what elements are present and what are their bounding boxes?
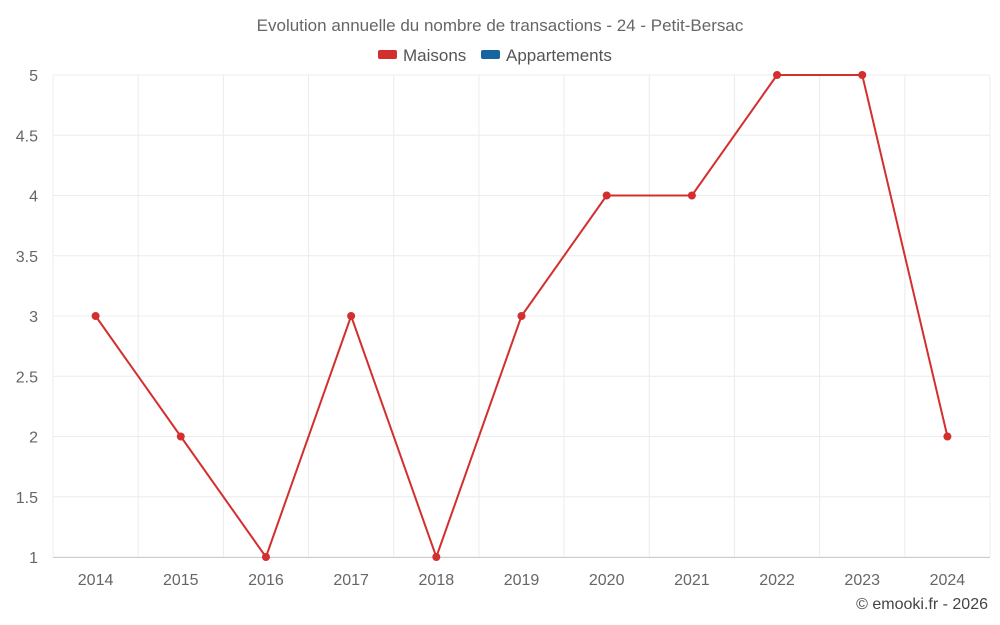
data-point: [517, 312, 526, 320]
y-tick-label: 1.5: [16, 490, 38, 507]
y-tick-label: 2: [29, 430, 38, 447]
y-tick-label: 4.5: [16, 128, 38, 145]
y-tick-label: 4: [29, 189, 38, 206]
x-axis: 2014 2015 2016 2017 2018 2019 2020 2021 2022 2023…: [53, 557, 990, 589]
y-tick-label: 3.5: [16, 249, 38, 266]
data-point: [858, 71, 867, 79]
x-tick-label: 2018: [419, 572, 455, 589]
legend-item-appartements[interactable]: Appartements: [481, 46, 612, 65]
data-point: [91, 312, 100, 320]
x-tick-label: 2014: [78, 572, 114, 589]
legend-swatch-appartements: [481, 50, 500, 59]
x-tick-label: 2020: [589, 572, 625, 589]
y-tick-label: 5: [29, 68, 38, 85]
legend-swatch-maisons: [378, 50, 397, 59]
x-tick-label: 2017: [333, 572, 369, 589]
data-point: [602, 191, 611, 200]
y-tick-label: 1: [29, 550, 38, 567]
data-point: [773, 71, 782, 79]
legend: Maisons Appartements: [378, 46, 612, 65]
x-tick-label: 2019: [504, 572, 540, 589]
data-point: [943, 432, 952, 441]
legend-label-appartements: Appartements: [506, 46, 612, 65]
x-tick-label: 2021: [674, 572, 710, 589]
x-tick-label: 2016: [248, 572, 284, 589]
x-tick-label: 2023: [844, 572, 880, 589]
data-point: [176, 432, 185, 441]
series-maisons: [91, 71, 952, 561]
legend-label-maisons: Maisons: [403, 46, 466, 65]
y-tick-label: 3: [29, 309, 38, 326]
x-tick-label: 2022: [759, 572, 795, 589]
x-tick-label: 2024: [930, 572, 966, 589]
legend-item-maisons[interactable]: Maisons: [378, 46, 466, 65]
data-point: [347, 312, 356, 320]
y-axis: 1 1.5 2 2.5 3 3.5 4 4.5 5: [16, 68, 38, 567]
y-tick-label: 2.5: [16, 369, 38, 386]
data-point: [687, 191, 696, 200]
chart-title: Evolution annuelle du nombre de transact…: [257, 16, 744, 35]
data-point: [432, 553, 441, 561]
credit-text: © emooki.fr - 2026: [856, 596, 988, 613]
data-point: [261, 553, 270, 561]
x-tick-label: 2015: [163, 572, 199, 589]
